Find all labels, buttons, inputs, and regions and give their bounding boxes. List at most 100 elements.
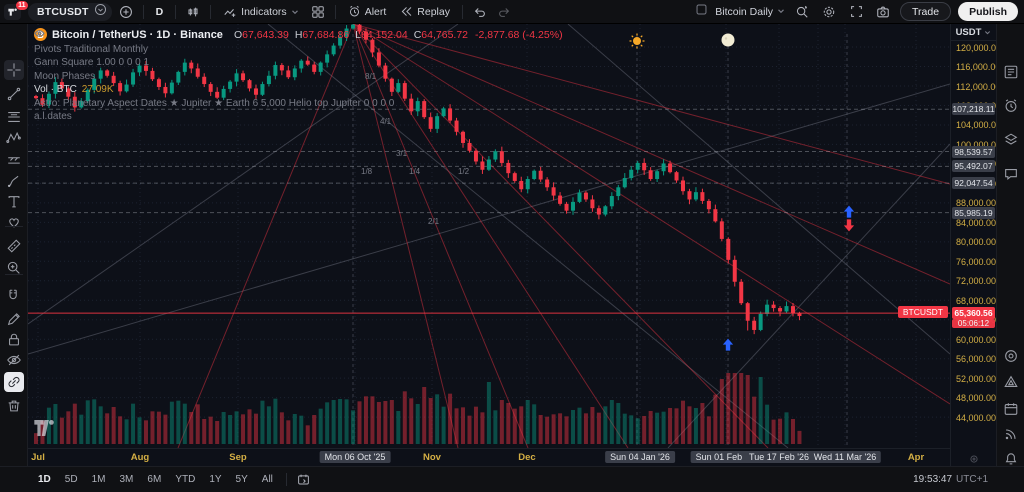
price-tick: 88,000.00 (956, 198, 997, 209)
legend-indicator[interactable]: Pivots Traditional Monthly (34, 30, 563, 55)
redo-icon[interactable] (494, 2, 514, 22)
tool-drawing-mode-icon[interactable] (4, 309, 24, 329)
notifications-icon[interactable] (1001, 449, 1021, 469)
settings-gear-icon[interactable] (819, 2, 839, 22)
tool-link-icon[interactable] (4, 372, 24, 392)
range-button-ytd[interactable]: YTD (175, 474, 196, 485)
date-label: Wed 11 Mar '26 (808, 451, 882, 463)
alert-button[interactable]: Alert (343, 2, 392, 22)
range-button-5y[interactable]: 5Y (235, 474, 248, 485)
axis-currency-button[interactable]: USDT (951, 24, 996, 41)
indicators-icon (223, 5, 237, 19)
layout-templates-icon[interactable] (308, 2, 328, 22)
tool-crosshair-icon[interactable] (4, 60, 24, 80)
symbol-name: BTCUSDT (37, 5, 89, 18)
tool-hide-all-icon[interactable] (4, 350, 24, 370)
calendar-icon[interactable] (1001, 399, 1021, 419)
month-label: Jul (31, 452, 45, 463)
go-to-date-button[interactable] (294, 470, 314, 490)
watchlist-icon[interactable] (1001, 62, 1021, 82)
legend-indicator[interactable]: Vol · BTC 27.09K (34, 30, 563, 95)
chevron-down-icon (777, 6, 785, 18)
price-tick: 112,000.00 (956, 81, 1001, 92)
month-label: Sep (229, 452, 247, 463)
full-moon-marker[interactable] (721, 33, 735, 47)
fullscreen-icon[interactable] (846, 2, 866, 22)
tool-zoom-in-icon[interactable] (4, 258, 24, 278)
range-button-all[interactable]: All (261, 474, 273, 485)
legend-indicator[interactable]: Astro: Planetary Aspect Dates ★ Jupiter … (34, 30, 563, 109)
tool-xabcd-pattern-icon[interactable] (4, 128, 24, 148)
legend-indicator[interactable]: Gann Square 1.00 0 0 0 1 (34, 30, 563, 68)
symbol-title[interactable]: Bitcoin / TetherUS · 1D · Binance (52, 28, 223, 41)
arrow-down-marker[interactable] (842, 218, 856, 233)
tool-brush-icon[interactable] (4, 171, 24, 191)
range-button-6m[interactable]: 6M (147, 474, 162, 485)
alerts-icon[interactable] (1001, 96, 1021, 116)
trade-button[interactable]: Trade (900, 2, 952, 21)
drawing-toolbar (0, 24, 28, 467)
symbol-switch-icon[interactable] (94, 3, 107, 21)
arrow-up-marker[interactable] (721, 337, 735, 352)
price-chart-pane[interactable]: 8/1 4/1 3/1 2/1 1/8 1/4 1/2 (28, 24, 950, 448)
clock[interactable]: 19:53:47 (913, 474, 953, 485)
tool-projection-icon[interactable] (4, 150, 24, 170)
object-tree-icon[interactable] (1001, 130, 1021, 150)
bottom-toolbar: 1D 5D 1M 3M 6M YTD 1Y 5Y All 19:53:47 UTC+1 (0, 466, 1024, 492)
axis-settings-icon[interactable] (951, 454, 996, 464)
add-symbol-icon[interactable] (116, 2, 136, 22)
tool-lock-all-icon[interactable] (4, 330, 24, 350)
tool-trash-icon[interactable] (4, 396, 24, 416)
symbol-search-button[interactable]: BTCUSDT (28, 2, 112, 21)
indicators-button[interactable]: Indicators (218, 2, 304, 22)
sun-marker[interactable] (629, 33, 645, 49)
layout-menu[interactable]: Bitcoin Daily (715, 6, 785, 18)
range-button-5d[interactable]: 5D (64, 474, 78, 485)
notification-badge: 11 (15, 0, 28, 10)
ohlc-o: O67,643.39 (233, 28, 289, 41)
range-button-1y[interactable]: 1Y (209, 474, 222, 485)
chat-icon[interactable] (1001, 164, 1021, 184)
arrow-up-marker[interactable] (842, 204, 856, 219)
price-tick: 68,000.00 (956, 295, 997, 306)
price-tick: 56,000.00 (956, 354, 997, 365)
gann-fraction-label: 1/4 (409, 167, 421, 176)
app-logo[interactable]: 11 (4, 0, 28, 21)
tool-emoji-icon[interactable] (4, 212, 24, 232)
tool-trend-line-icon[interactable] (4, 84, 24, 104)
price-tick: 80,000.00 (956, 237, 997, 248)
legend-indicator[interactable]: a.l.dates (34, 30, 563, 122)
save-layout-checkbox[interactable] (695, 3, 708, 21)
price-tick: 52,000.00 (956, 373, 997, 384)
tool-fib-retracement-icon[interactable] (4, 107, 24, 127)
ohlc-values: O67,643.39 H67,684.86 L64,152.04 C64,765.72 (234, 29, 468, 41)
replay-button[interactable]: Replay (395, 2, 455, 22)
news-icon[interactable] (1001, 424, 1021, 444)
price-line-tag[interactable]: BTCUSDT (897, 306, 948, 319)
publish-button[interactable]: Publish (958, 2, 1018, 21)
range-button-3m[interactable]: 3M (119, 474, 134, 485)
chart-style-icon[interactable] (183, 2, 203, 22)
ohlc-h: H67,684.86 (294, 28, 350, 41)
range-button-1d[interactable]: 1D (38, 474, 51, 485)
toolbar-divider (5, 226, 23, 227)
scanner-icon[interactable] (1001, 372, 1021, 392)
tool-text-icon[interactable] (4, 192, 24, 212)
legend-indicator[interactable]: Moon Phases (34, 30, 563, 82)
price-axis[interactable]: USDT 120,000.00116,000.00112,000.00108,0… (950, 24, 1001, 466)
quick-search-icon[interactable] (792, 2, 812, 22)
indicator-name: Moon Phases (34, 70, 96, 82)
chevron-down-icon (291, 8, 299, 16)
range-button-1m[interactable]: 1M (91, 474, 106, 485)
ideas-icon[interactable] (1001, 346, 1021, 366)
snapshot-camera-icon[interactable] (873, 2, 893, 22)
ohlc-l: L64,152.04 (355, 28, 408, 41)
undo-icon[interactable] (470, 2, 490, 22)
interval-button[interactable]: D (155, 5, 164, 18)
gann-fraction-label: 3/1 (396, 149, 408, 158)
timezone-label[interactable]: UTC+1 (956, 474, 988, 485)
tool-ruler-icon[interactable] (4, 236, 24, 256)
tool-magnet-icon[interactable] (4, 286, 24, 306)
